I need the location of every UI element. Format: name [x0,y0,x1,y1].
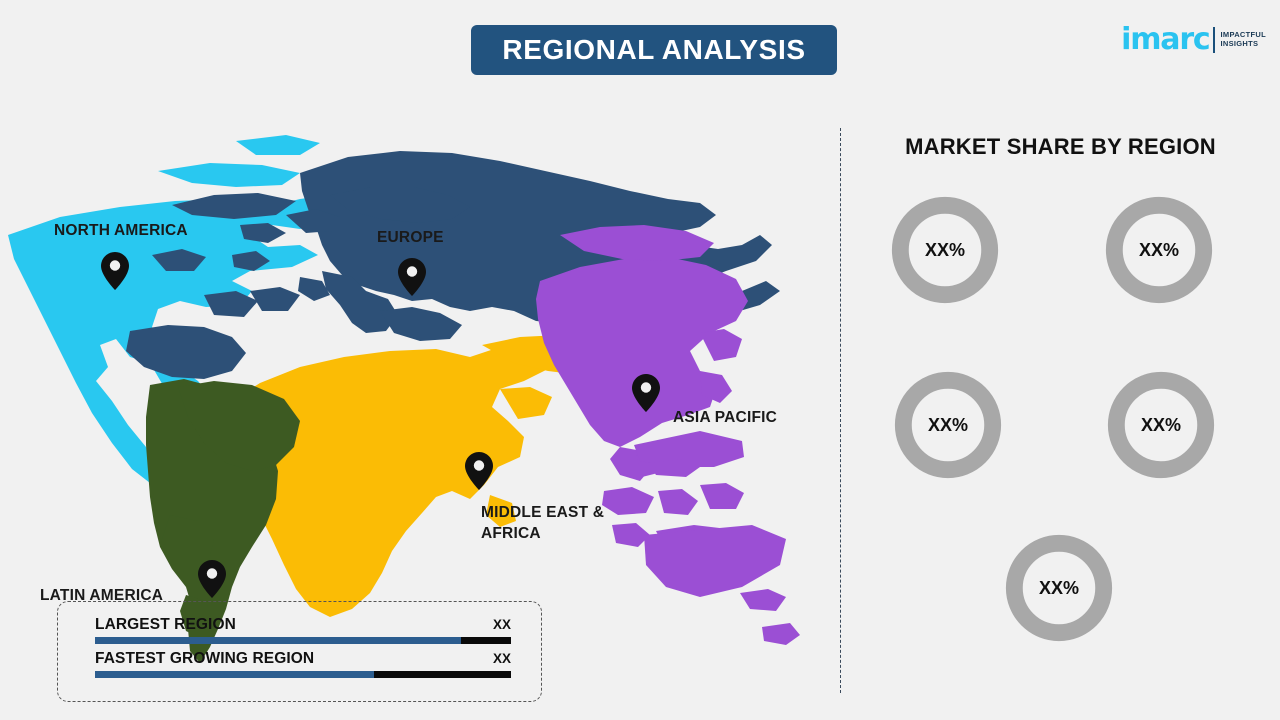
map-label-asia-pacific: ASIA PACIFIC [673,409,778,426]
donut-middle-east-africa-value: XX% [1038,577,1080,598]
donut-north-america-value: XX% [924,239,966,260]
region-summary-box: LARGEST REGION XX FASTEST GROWING REGION… [57,601,542,702]
map-label-latin-america: LATIN AMERICA [40,587,164,604]
logo-divider [1212,27,1215,53]
map-region-asia-pacific [536,225,800,645]
logo-wordmark: imarc [1121,22,1211,57]
donut-north-america: XX% [886,191,1004,309]
fastest-growing-region-value: XX [492,651,511,666]
donut-latin-america: XX% [1102,366,1220,484]
map-pin-europe-icon [398,258,426,296]
donut-europe: XX% [1100,191,1218,309]
fastest-growing-region-label: FASTEST GROWING REGION [95,650,315,667]
donut-europe-value: XX% [1138,239,1180,260]
map-pin-latin-america-icon [198,560,226,598]
market-share-title: MARKET SHARE BY REGION [905,134,1216,159]
logo-tagline-line2: INSIGHTS [1220,39,1259,48]
donut-middle-east-africa: XX% [1000,529,1118,647]
donut-asia-pacific: XX% [889,366,1007,484]
largest-region-bar [95,637,511,644]
donut-latin-america-value: XX% [1140,414,1182,435]
map-label-middle-east-africa: MIDDLE EAST & AFRICA [481,504,605,542]
fastest-growing-region-row: FASTEST GROWING REGION XX [95,650,511,678]
largest-region-value: XX [492,617,511,632]
panel-divider [840,128,841,693]
map-region-latin-america [146,379,300,663]
map-pin-asia-pacific-icon [632,374,660,412]
map-label-north-america: NORTH AMERICA [54,222,188,239]
logo-tagline-line1: IMPACTFUL [1220,30,1266,40]
largest-region-bar-fill [95,637,462,644]
imarc-logo: imarc IMPACTFUL INSIGHTS [1121,22,1266,58]
map-label-europe: EUROPE [377,229,444,246]
donut-asia-pacific-value: XX% [927,414,969,435]
world-map: NORTH AMERICA EUROPE ASIA PACIFIC MIDDLE… [0,95,830,675]
largest-region-label: LARGEST REGION [95,616,236,633]
page-title: REGIONAL ANALYSIS [502,34,806,65]
largest-region-row: LARGEST REGION XX [95,616,511,644]
page-title-badge: REGIONAL ANALYSIS [471,25,837,75]
fastest-growing-region-bar-fill [95,671,374,678]
fastest-growing-region-bar [95,671,511,678]
logo-tagline: IMPACTFUL INSIGHTS [1221,31,1266,48]
map-pin-middle-east-africa-icon [465,452,493,490]
map-pin-north-america-icon [101,252,129,290]
